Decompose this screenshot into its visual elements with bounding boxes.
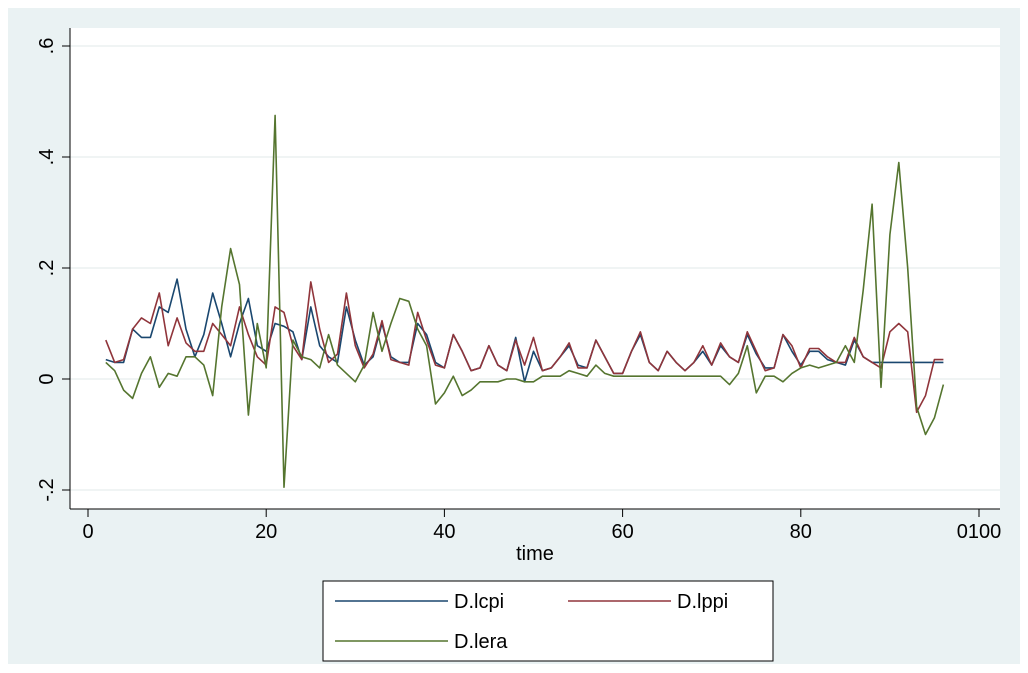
y-tick-label: .4: [36, 149, 58, 166]
legend-label-lera: D.lera: [454, 631, 508, 653]
x-tick-label: 60: [611, 521, 633, 543]
y-tick-label: .2: [36, 260, 58, 277]
legend-box: [322, 580, 774, 662]
x-ticks: 0 20 40 60 80 0100: [82, 509, 1001, 543]
legend: D.lcpi D.lppi D.lera: [322, 580, 774, 662]
x-tick-label: 40: [433, 521, 455, 543]
x-axis-label: time: [516, 543, 554, 565]
gridlines: [70, 45, 1000, 491]
series-lines: [105, 114, 945, 489]
series-line-lera: [105, 114, 945, 489]
y-ticks: -.2 0 .2 .4 .6: [36, 38, 70, 502]
chart-frame: -.2 0 .2 .4 .6 0 20 40 60 80 0100 time D.lcpi D.l…: [8, 8, 1020, 664]
x-tick-label: 0: [82, 521, 93, 543]
series-line-lppi: [105, 281, 944, 414]
legend-label-lppi: D.lppi: [677, 591, 728, 613]
y-tick-label: -.2: [36, 478, 58, 501]
y-tick-label: 0: [36, 373, 58, 384]
x-tick-label: 0100: [957, 521, 1002, 543]
legend-label-lcpi: D.lcpi: [454, 591, 504, 613]
x-tick-label: 20: [255, 521, 277, 543]
line-chart: -.2 0 .2 .4 .6 0 20 40 60 80 0100 time D.lcpi D.l…: [36, 28, 1001, 662]
y-tick-label: .6: [36, 38, 58, 55]
x-tick-label: 80: [790, 521, 812, 543]
